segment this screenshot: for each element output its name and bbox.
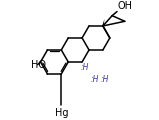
Text: OH: OH xyxy=(118,1,133,11)
Polygon shape xyxy=(102,19,104,26)
Text: HO: HO xyxy=(31,60,46,70)
Text: :H: :H xyxy=(101,75,109,84)
Text: :H: :H xyxy=(80,63,89,72)
Text: Hg: Hg xyxy=(55,108,68,118)
Text: :H: :H xyxy=(90,75,99,84)
